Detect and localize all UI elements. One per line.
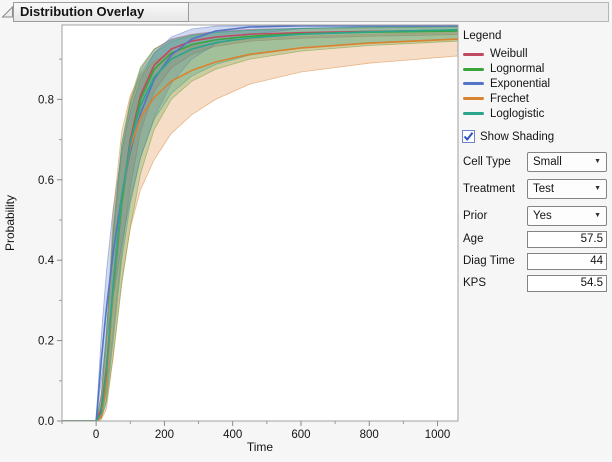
legend-title: Legend (463, 30, 502, 42)
diag-time-row: Diag Time (461, 252, 607, 270)
triangle-glyph (1, 5, 13, 18)
show-shading-label: Show Shading (480, 130, 555, 143)
treatment-dropdown[interactable]: Test ▼ (527, 178, 607, 199)
kps-row: KPS (461, 274, 607, 292)
legend-label: Exponential (490, 77, 551, 90)
x-axis-title: Time (247, 440, 274, 454)
outline-title-bar: Distribution Overlay (13, 1, 609, 22)
x-tick-label: 400 (223, 429, 242, 441)
legend-item-frechet: Frechet (461, 91, 607, 106)
treatment-row: Treatment Test ▼ (461, 178, 607, 199)
confidence-bands (62, 25, 458, 421)
kps-label: KPS (463, 277, 487, 290)
distribution-curves (62, 25, 458, 421)
page-title: Distribution Overlay (20, 4, 145, 19)
legend-item-weibull: Weibull (461, 47, 607, 62)
age-label: Age (463, 233, 484, 246)
lognormal-line-swatch (463, 67, 484, 71)
checkbox-checked-icon (462, 130, 475, 144)
plot-frame (61, 24, 459, 422)
y-tick-label: 0.4 (38, 255, 55, 267)
legend-label: Lognormal (490, 63, 545, 76)
legend-item-loglogistic: Loglogistic (461, 106, 607, 121)
exponential-curve (62, 25, 458, 421)
show-shading-checkbox[interactable]: Show Shading (462, 129, 607, 145)
prior-row: Prior Yes ▼ (461, 205, 607, 226)
treatment-value: Test (533, 182, 555, 195)
loglogistic-curve (62, 29, 458, 421)
weibull-line-swatch (463, 52, 484, 56)
loglogistic-band (62, 25, 458, 421)
axis-ticks (57, 58, 439, 426)
frechet-line-swatch (463, 97, 484, 101)
x-tick-label: 0 (93, 429, 99, 441)
y-tick-label: 0.2 (38, 336, 54, 348)
legend-label: Weibull (490, 48, 528, 61)
chevron-down-icon: ▼ (594, 158, 601, 166)
chevron-down-icon: ▼ (594, 212, 601, 220)
exponential-line-swatch (463, 82, 484, 86)
cell-type-value: Small (533, 155, 562, 168)
legend-label: Loglogistic (490, 107, 545, 120)
prior-value: Yes (533, 209, 552, 222)
frechet-band (62, 32, 458, 421)
collapse-triangle-icon[interactable] (1, 4, 14, 19)
prior-dropdown[interactable]: Yes ▼ (527, 205, 607, 226)
x-tick-label: 200 (155, 429, 174, 441)
age-row: Age (461, 230, 607, 248)
plot-background (62, 25, 458, 421)
legend-label: Frechet (490, 92, 529, 105)
x-tick-label: 1000 (425, 429, 451, 441)
prior-label: Prior (463, 209, 488, 222)
age-input[interactable] (527, 230, 607, 248)
y-axis-title: Probability (3, 195, 17, 251)
kps-input[interactable] (527, 274, 607, 292)
chevron-down-icon: ▼ (594, 185, 601, 193)
x-tick-label: 600 (291, 429, 310, 441)
legend-item-lognormal: Lognormal (461, 62, 607, 77)
loglogistic-line-swatch (463, 112, 484, 116)
diag-time-label: Diag Time (463, 255, 515, 268)
cell-type-row: Cell Type Small ▼ (461, 151, 607, 172)
control-panel: Legend Weibull Lognormal Exponential Fre… (461, 24, 607, 292)
y-tick-label: 0.6 (38, 175, 54, 187)
frechet-curve (62, 38, 458, 421)
y-tick-label: 0.8 (38, 94, 54, 106)
page-title-box[interactable]: Distribution Overlay (13, 1, 190, 22)
x-tick-label: 800 (360, 429, 379, 441)
treatment-label: Treatment (463, 182, 515, 195)
diag-time-input[interactable] (527, 252, 607, 270)
distribution-plot: 0 200 400 600 800 1000 0.0 0.2 0.4 0.6 0.8 Time Pr… (3, 24, 459, 454)
exponential-band (62, 25, 458, 421)
axis-tick-labels: 0 200 400 600 800 1000 0.0 0.2 0.4 0.6 0.8 (38, 94, 450, 441)
cell-type-dropdown[interactable]: Small ▼ (527, 151, 607, 172)
cell-type-label: Cell Type (463, 155, 511, 168)
legend-item-exponential: Exponential (461, 77, 607, 92)
y-tick-label: 0.0 (38, 416, 54, 428)
